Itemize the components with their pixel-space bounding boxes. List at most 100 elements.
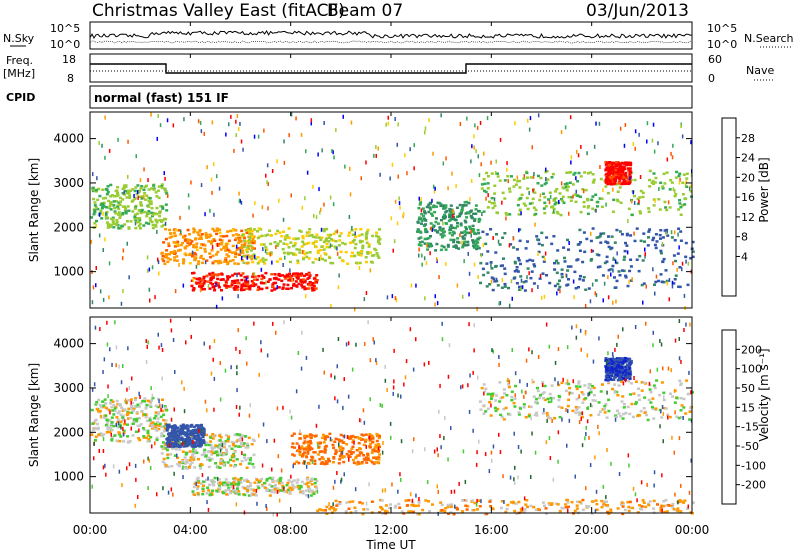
cell bbox=[218, 487, 222, 490]
cell bbox=[214, 462, 218, 465]
cell bbox=[101, 400, 105, 403]
cell bbox=[208, 252, 212, 255]
cell bbox=[430, 212, 433, 215]
speckle bbox=[605, 202, 607, 207]
cell bbox=[188, 238, 192, 242]
cell bbox=[304, 448, 308, 451]
cell bbox=[589, 391, 593, 394]
cell bbox=[223, 491, 227, 494]
cell bbox=[429, 242, 433, 246]
cell bbox=[116, 191, 119, 195]
cell bbox=[611, 166, 615, 169]
cell bbox=[109, 217, 113, 221]
speckle bbox=[634, 492, 637, 497]
cell bbox=[239, 441, 243, 445]
cell bbox=[224, 489, 228, 492]
speckle bbox=[514, 465, 516, 470]
cell bbox=[526, 176, 529, 179]
cell bbox=[122, 440, 126, 443]
speckle bbox=[260, 348, 262, 353]
cell bbox=[292, 282, 296, 286]
cell bbox=[256, 230, 259, 233]
cell bbox=[332, 446, 336, 450]
speckle bbox=[639, 175, 642, 179]
cell bbox=[338, 445, 341, 449]
cell bbox=[170, 427, 174, 430]
cell bbox=[134, 430, 138, 433]
speckle bbox=[344, 164, 346, 169]
cell bbox=[213, 451, 217, 455]
cell bbox=[193, 466, 197, 469]
cell bbox=[623, 508, 627, 512]
cell bbox=[577, 411, 581, 414]
speckle bbox=[537, 252, 539, 256]
cell bbox=[622, 177, 626, 181]
cell bbox=[110, 439, 114, 442]
speckle bbox=[674, 492, 676, 497]
cell bbox=[620, 380, 624, 383]
cell bbox=[606, 175, 609, 179]
cell bbox=[563, 183, 567, 186]
cell bbox=[353, 436, 357, 439]
cell bbox=[211, 483, 215, 486]
cell bbox=[200, 463, 204, 467]
speckle bbox=[602, 298, 604, 303]
cell bbox=[322, 441, 326, 444]
cell bbox=[638, 210, 642, 213]
speckle bbox=[402, 214, 404, 219]
cell bbox=[605, 416, 609, 419]
cell bbox=[334, 247, 338, 250]
cell bbox=[673, 401, 677, 404]
cell bbox=[452, 232, 456, 235]
cell bbox=[116, 425, 120, 429]
cell bbox=[598, 265, 602, 268]
cell bbox=[240, 460, 244, 463]
speckle bbox=[260, 340, 262, 345]
cell bbox=[504, 510, 508, 514]
cell bbox=[188, 262, 192, 265]
cell bbox=[141, 399, 145, 403]
speckle bbox=[432, 224, 434, 229]
cell bbox=[245, 231, 249, 235]
cell bbox=[279, 257, 282, 261]
cell bbox=[384, 504, 388, 507]
speckle bbox=[187, 193, 190, 198]
cell bbox=[420, 240, 424, 244]
cell bbox=[432, 224, 436, 228]
cell bbox=[192, 450, 196, 454]
cell bbox=[270, 289, 274, 292]
speckle bbox=[236, 273, 238, 278]
cell bbox=[155, 212, 159, 216]
cell bbox=[258, 235, 262, 238]
speckle bbox=[508, 243, 511, 248]
cell bbox=[491, 507, 494, 510]
cell bbox=[305, 455, 309, 459]
cell bbox=[104, 188, 108, 191]
speckle bbox=[685, 322, 687, 327]
speckle bbox=[424, 126, 427, 131]
cell bbox=[257, 486, 261, 489]
cell bbox=[164, 190, 168, 193]
cell bbox=[207, 465, 211, 469]
cell bbox=[583, 384, 587, 387]
cell bbox=[638, 398, 641, 402]
cell bbox=[522, 511, 526, 514]
speckle bbox=[545, 440, 548, 445]
cell bbox=[621, 361, 625, 364]
speckle bbox=[549, 456, 552, 460]
cell bbox=[338, 455, 342, 458]
cell bbox=[667, 503, 671, 507]
cell bbox=[668, 206, 672, 209]
cell bbox=[616, 394, 620, 397]
speckle bbox=[182, 475, 184, 479]
cell bbox=[459, 224, 463, 227]
speckle bbox=[479, 121, 482, 125]
speckle bbox=[322, 347, 324, 352]
speckle bbox=[548, 436, 551, 440]
cell bbox=[310, 233, 314, 237]
speckle bbox=[146, 255, 149, 260]
speckle bbox=[670, 368, 672, 373]
cell bbox=[169, 432, 173, 436]
speckle bbox=[102, 437, 105, 442]
speckle bbox=[271, 169, 274, 173]
